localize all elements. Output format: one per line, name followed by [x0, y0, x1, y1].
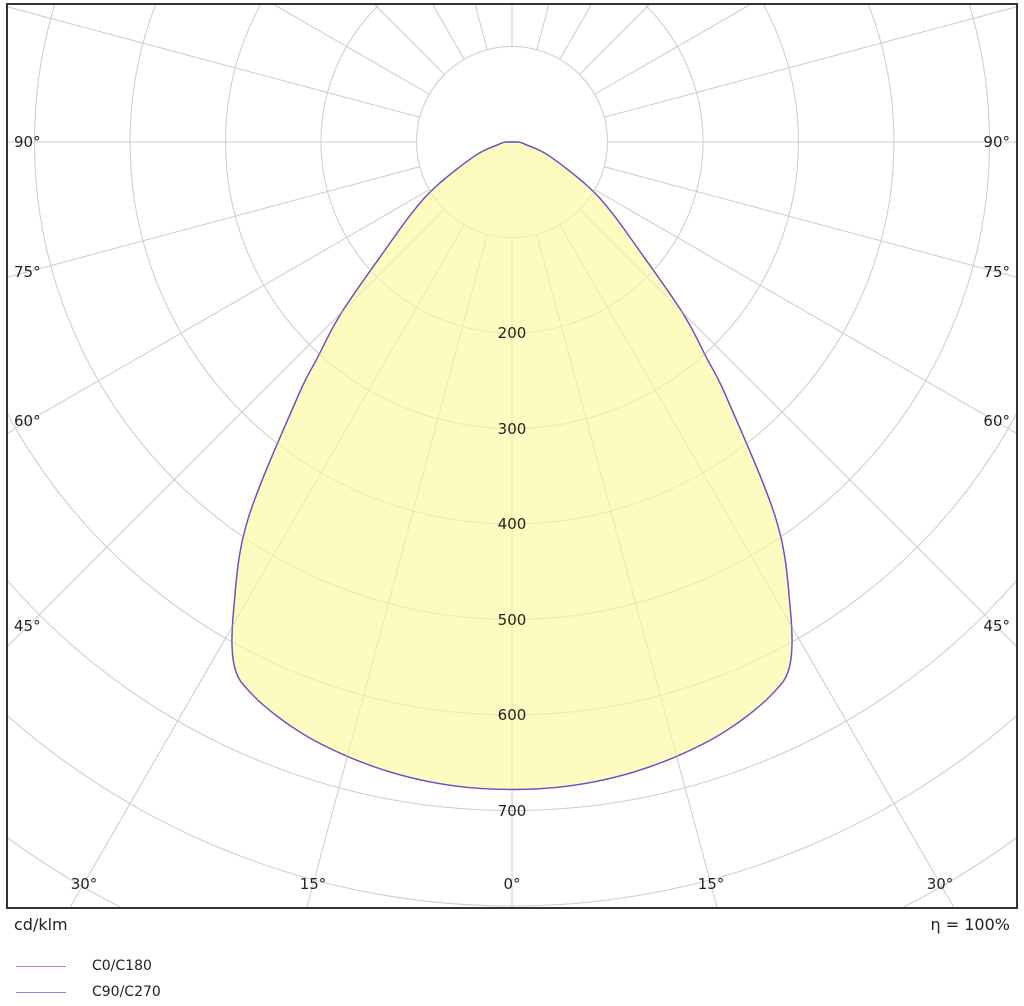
legend-label: C0/C180 [92, 958, 152, 974]
angle-label-right: 45° [983, 617, 1010, 635]
angle-label-bottom: 30° [70, 875, 98, 893]
legend-item-c90-c270: C90/C270 [16, 984, 161, 1000]
angle-label-left: 60° [14, 412, 41, 430]
radial-tick-label: 700 [497, 801, 527, 820]
angle-label-right: 60° [983, 412, 1010, 430]
angle-label-left: 45° [14, 617, 41, 635]
radial-tick-label: 200 [497, 324, 527, 342]
efficiency-label: η = 100% [930, 915, 1010, 934]
angle-label-left: 90° [14, 133, 41, 151]
legend-item-c0-c180: C0/C180 [16, 958, 152, 974]
unit-label: cd/klm [14, 915, 68, 934]
intensity-curve [231, 141, 793, 791]
legend-swatch-blue [16, 991, 66, 993]
angle-label-right: 90° [983, 133, 1010, 151]
legend-label: C90/C270 [92, 984, 161, 1000]
angle-label-bottom: 30° [926, 875, 954, 893]
angle-label-left: 75° [14, 263, 41, 281]
angle-label-bottom: 15° [697, 875, 725, 893]
radial-tick-label: 500 [497, 610, 527, 629]
radial-tick-label: 400 [497, 515, 527, 533]
radial-tick-label: 600 [497, 706, 527, 724]
legend-swatch-red [16, 965, 66, 967]
angle-label-right: 75° [983, 263, 1010, 281]
angle-label-bottom: 15° [299, 875, 327, 893]
angle-label-bottom: 0° [503, 875, 521, 893]
radial-tick-label: 300 [497, 419, 527, 438]
plot-frame [6, 3, 1018, 909]
